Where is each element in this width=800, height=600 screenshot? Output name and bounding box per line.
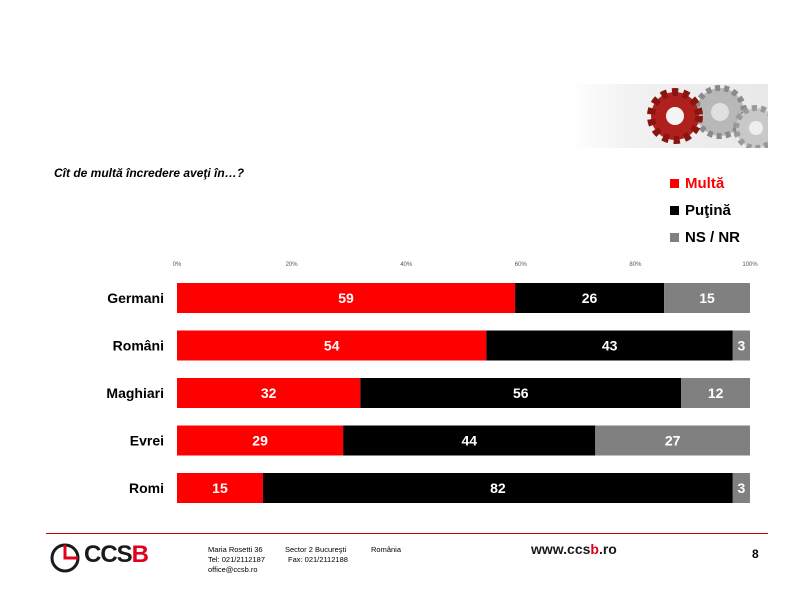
bar-segment [732,473,750,503]
data-label: 32 [261,385,277,401]
x-tick-label: 20% [286,262,299,268]
category-label: Români [113,338,164,354]
data-label: 3 [738,480,746,496]
legend-swatch-nsnr [670,233,679,242]
data-label: 12 [708,385,724,401]
x-tick-label: 40% [400,262,413,268]
data-label: 29 [252,433,268,449]
contact-info: Maria Rosetti 36 Sector 2 Bucureşti Români… [208,545,401,575]
legend-item-nsnr: NS / NR [670,224,740,251]
data-label: 56 [513,385,529,401]
bar-segment [177,425,344,456]
ccsb-logo-icon [50,543,80,573]
website-post: .ro [598,541,617,557]
data-label: 44 [461,433,477,449]
legend-item-putina: Puţină [670,197,740,224]
bar-segment [486,330,733,361]
email-address: office@ccsb.ro [208,565,258,574]
category-label: Evrei [130,433,164,449]
bar-segment [681,378,750,408]
logo-text-accent: B [131,541,149,568]
website-accent: b [590,541,599,557]
ccsb-logo-text: CCSB [84,541,149,569]
legend: Multă Puţină NS / NR [670,170,740,251]
bar-segment [595,425,750,456]
red-gear-icon [647,88,703,144]
gears-image [570,84,768,148]
address-street: Maria Rosetti 36 [208,545,263,554]
legend-label-nsnr: NS / NR [685,229,741,246]
x-tick-label: 80% [629,262,642,268]
data-label: 15 [212,480,228,496]
legend-label-putina: Puţină [685,202,731,219]
bar-segment [177,378,361,408]
bar-segment [262,473,733,503]
bar-segment [515,283,665,313]
data-label: 26 [582,290,598,306]
legend-swatch-multa [670,179,679,188]
address-sector: Sector 2 Bucureşti [285,545,347,554]
website-pre: www.ccs [531,541,591,557]
gray-gear-icon [693,85,768,148]
bar-segment [732,330,750,361]
data-label: 82 [490,480,506,496]
category-label: Germani [107,290,164,306]
logo-text-main: CCS [84,541,133,568]
bar-segment [360,378,682,408]
bar-segment [177,473,263,503]
data-label: 43 [602,338,618,354]
bar-segment [343,425,596,456]
legend-item-multa: Multă [670,170,740,197]
survey-question: Cît de multă încredere aveţi în…? [54,166,245,180]
category-label: Maghiari [106,385,164,401]
bar-segment [177,330,487,361]
data-label: 54 [324,338,340,354]
data-label: 59 [338,290,354,306]
phone-number: Tel: 021/2112187 [208,555,265,564]
legend-swatch-putina [670,206,679,215]
category-label: Romi [129,480,164,496]
x-tick-label: 0% [173,262,182,268]
data-label: 3 [738,338,746,354]
data-label: 27 [665,433,681,449]
bar-segment [177,283,516,313]
x-tick-label: 100% [742,262,758,268]
page-number: 8 [752,547,759,561]
address-country: România [371,545,402,554]
data-label: 15 [699,290,715,306]
footer-divider [46,533,768,534]
x-tick-label: 60% [515,262,528,268]
bar-segment [664,283,750,313]
fax-number: Fax: 021/2112188 [288,555,348,564]
legend-label-multa: Multă [685,175,725,192]
website-url: www.ccsb.ro [531,541,617,557]
